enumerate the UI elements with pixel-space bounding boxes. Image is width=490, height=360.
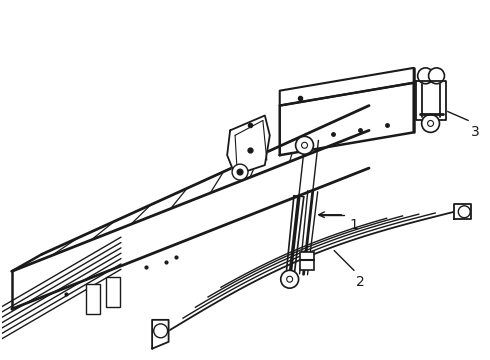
Circle shape — [458, 206, 470, 218]
Polygon shape — [454, 204, 471, 220]
Bar — [106, 277, 120, 307]
Circle shape — [295, 136, 314, 154]
Text: 2: 2 — [356, 275, 365, 289]
Circle shape — [429, 68, 444, 84]
Circle shape — [301, 142, 308, 148]
Polygon shape — [227, 116, 270, 175]
Polygon shape — [280, 83, 414, 155]
Circle shape — [281, 270, 298, 288]
Circle shape — [154, 324, 168, 338]
Polygon shape — [152, 320, 169, 349]
Circle shape — [287, 276, 293, 282]
Bar — [300, 252, 314, 270]
Text: 1: 1 — [349, 218, 358, 232]
Circle shape — [237, 169, 243, 175]
Circle shape — [232, 164, 248, 180]
Circle shape — [421, 114, 440, 132]
Circle shape — [428, 121, 434, 126]
Text: 3: 3 — [471, 125, 480, 139]
Circle shape — [417, 68, 434, 84]
Bar — [86, 284, 100, 314]
Polygon shape — [280, 68, 414, 105]
Polygon shape — [416, 81, 446, 121]
